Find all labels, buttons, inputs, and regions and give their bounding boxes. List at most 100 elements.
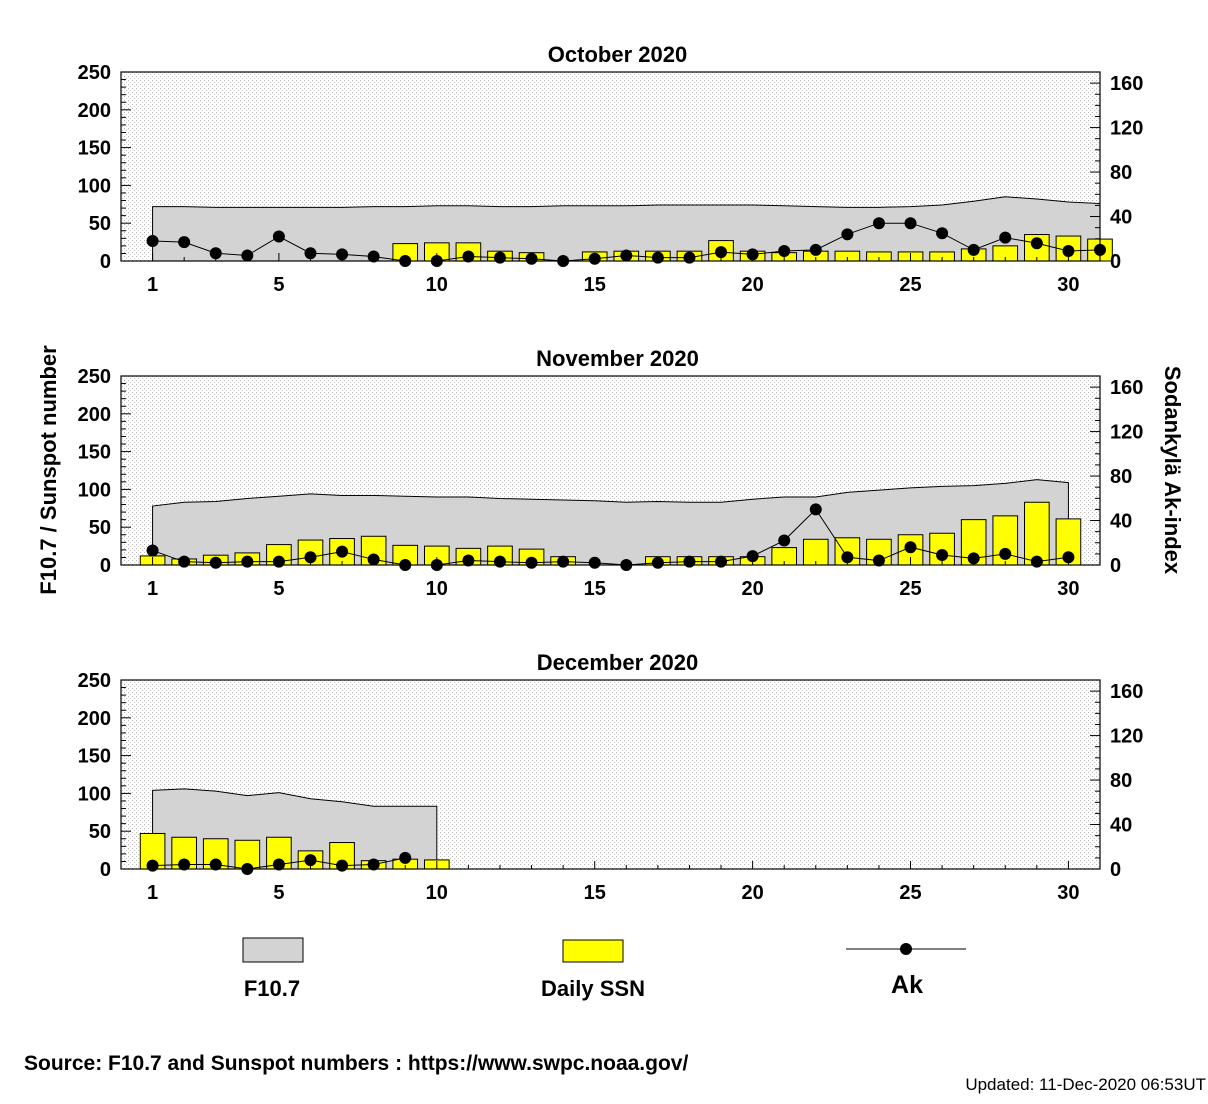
left-tick-label: 100	[78, 175, 111, 197]
left-tick-label: 50	[89, 213, 111, 235]
ak-point	[462, 554, 475, 567]
right-tick-label: 40	[1110, 815, 1132, 837]
right-tick-label: 80	[1110, 770, 1132, 792]
ak-point	[336, 248, 349, 261]
ak-point	[178, 858, 191, 871]
x-tick-label: 30	[1057, 274, 1079, 296]
legend-f107-label: F10.7	[244, 976, 300, 1001]
panel-2: November 2020050100150200250040801201601…	[78, 346, 1144, 600]
ak-point	[841, 551, 854, 564]
left-tick-label: 200	[78, 708, 111, 730]
right-tick-label: 160	[1110, 73, 1143, 95]
ak-point	[904, 541, 917, 554]
x-tick-label: 1	[147, 274, 158, 296]
right-tick-label: 40	[1110, 511, 1132, 533]
right-tick-label: 0	[1110, 555, 1121, 577]
left-tick-label: 200	[78, 404, 111, 426]
ak-point	[841, 228, 854, 241]
legend-ssn-label: Daily SSN	[541, 976, 645, 1001]
ak-point	[809, 243, 822, 256]
right-axis-label: Sodankylä Ak-index	[1160, 366, 1185, 575]
left-tick-label: 250	[78, 366, 111, 388]
x-tick-label: 20	[741, 274, 763, 296]
ak-point	[778, 534, 791, 547]
right-tick-label: 0	[1110, 251, 1121, 273]
ak-point	[272, 230, 285, 243]
left-tick-label: 150	[78, 138, 111, 160]
ak-point	[367, 553, 380, 566]
left-tick-label: 200	[78, 100, 111, 122]
ak-point	[336, 545, 349, 558]
ak-point	[178, 236, 191, 249]
ak-point	[872, 554, 885, 567]
ak-point	[999, 547, 1012, 560]
panel-title: December 2020	[537, 650, 698, 675]
ak-point	[715, 246, 728, 259]
x-tick-label: 15	[584, 882, 606, 904]
x-tick-label: 5	[273, 578, 284, 600]
x-tick-label: 1	[147, 578, 158, 600]
ak-point	[304, 247, 317, 260]
right-tick-label: 160	[1110, 681, 1143, 703]
left-tick-label: 0	[100, 555, 111, 577]
plot-frame	[120, 375, 1101, 566]
ak-point	[304, 854, 317, 867]
left-tick-label: 0	[100, 251, 111, 273]
ak-point	[967, 243, 980, 256]
left-tick-label: 150	[78, 746, 111, 768]
left-axis-label: F10.7 / Sunspot number	[36, 345, 61, 595]
ak-point	[304, 551, 317, 564]
ak-point	[241, 249, 254, 262]
x-tick-label: 1	[147, 882, 158, 904]
legend: F10.7 Daily SSN Ak	[242, 937, 966, 1001]
ak-point	[209, 247, 222, 260]
right-tick-label: 120	[1110, 118, 1143, 140]
ak-point	[778, 244, 791, 257]
ak-point	[872, 217, 885, 230]
x-tick-label: 30	[1057, 578, 1079, 600]
ak-point	[967, 552, 980, 565]
legend-ssn-swatch	[562, 939, 624, 963]
x-tick-label: 15	[584, 578, 606, 600]
left-tick-label: 100	[78, 783, 111, 805]
panel-3: December 2020050100150200250040801201601…	[78, 650, 1144, 904]
ak-point	[209, 858, 222, 871]
ak-point	[936, 548, 949, 561]
x-tick-label: 15	[584, 274, 606, 296]
x-tick-label: 30	[1057, 882, 1079, 904]
ak-point	[399, 851, 412, 864]
right-tick-label: 120	[1110, 726, 1143, 748]
ak-point	[999, 231, 1012, 244]
right-tick-label: 80	[1110, 466, 1132, 488]
f107-area	[152, 196, 1101, 262]
ak-point	[904, 217, 917, 230]
x-tick-label: 20	[741, 882, 763, 904]
ak-point	[367, 250, 380, 263]
x-tick-label: 25	[899, 274, 921, 296]
source-note: Source: F10.7 and Sunspot numbers : http…	[24, 1052, 688, 1075]
legend-ak-marker	[900, 943, 912, 955]
panel-title: October 2020	[548, 42, 687, 67]
ssn-bar	[1024, 501, 1050, 566]
left-tick-label: 150	[78, 442, 111, 464]
left-tick-label: 0	[100, 859, 111, 881]
ak-point	[746, 550, 759, 563]
ak-point	[1030, 237, 1043, 250]
right-tick-label: 0	[1110, 859, 1121, 881]
x-tick-label: 5	[273, 882, 284, 904]
plot-frame	[120, 71, 1101, 262]
x-tick-label: 10	[426, 578, 448, 600]
x-tick-label: 10	[426, 274, 448, 296]
left-tick-label: 50	[89, 517, 111, 539]
left-tick-label: 250	[78, 62, 111, 84]
x-tick-label: 10	[426, 882, 448, 904]
ak-point	[1062, 244, 1075, 257]
right-tick-label: 160	[1110, 377, 1143, 399]
ak-point	[146, 234, 159, 247]
ak-point	[936, 227, 949, 240]
x-tick-label: 5	[273, 274, 284, 296]
left-tick-label: 50	[89, 821, 111, 843]
